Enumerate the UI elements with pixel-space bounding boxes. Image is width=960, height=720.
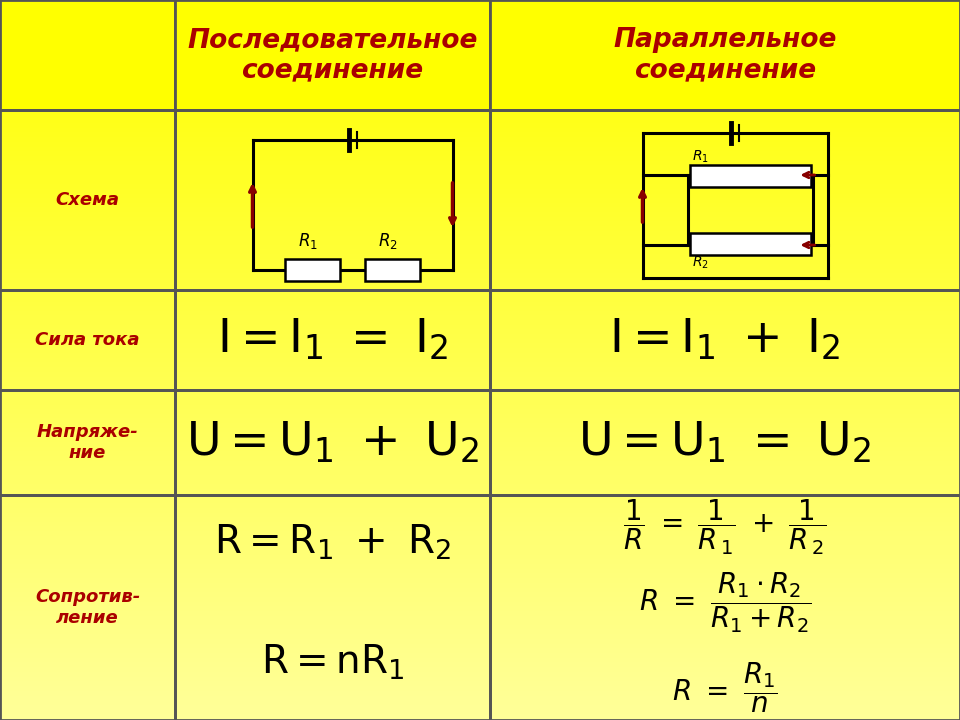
Bar xyxy=(0,390,175,495)
Text: $R_2$: $R_2$ xyxy=(691,255,708,271)
Text: $R_1$: $R_1$ xyxy=(691,149,708,165)
Text: Последовательное
соединение: Последовательное соединение xyxy=(187,27,478,83)
Bar xyxy=(490,110,960,290)
Text: $\rm I = I_1\ =\ I_2$: $\rm I = I_1\ =\ I_2$ xyxy=(217,318,448,363)
Bar xyxy=(490,0,960,110)
Bar xyxy=(175,110,490,290)
Bar xyxy=(0,290,175,390)
Text: $\rm R = nR_1$: $\rm R = nR_1$ xyxy=(261,643,404,682)
Bar xyxy=(285,259,340,281)
Bar xyxy=(490,290,960,390)
Bar xyxy=(175,390,490,495)
Bar xyxy=(0,0,175,110)
Text: $R_2$: $R_2$ xyxy=(377,231,397,251)
Bar xyxy=(365,259,420,281)
Text: Сила тока: Сила тока xyxy=(36,331,140,349)
Text: Параллельное
соединение: Параллельное соединение xyxy=(613,27,837,83)
Text: Сопротив-
ление: Сопротив- ление xyxy=(35,588,140,627)
Text: Схема: Схема xyxy=(56,191,119,209)
Text: $\rm R = R_1\ +\ R_2$: $\rm R = R_1\ +\ R_2$ xyxy=(214,523,451,562)
Text: $R\ =\ \dfrac{R_1\cdot R_2}{R_1+R_2}$: $R\ =\ \dfrac{R_1\cdot R_2}{R_1+R_2}$ xyxy=(638,570,811,634)
Text: $\rm U = U_1\ +\ U_2$: $\rm U = U_1\ +\ U_2$ xyxy=(186,420,479,465)
Bar xyxy=(175,290,490,390)
Bar xyxy=(689,233,810,255)
Text: Напряже-
ние: Напряже- ние xyxy=(36,423,138,462)
Bar xyxy=(175,495,490,720)
Text: $R\ =\ \dfrac{R_1}{n}$: $R\ =\ \dfrac{R_1}{n}$ xyxy=(672,660,778,715)
Bar xyxy=(0,110,175,290)
Text: $\rm I = I_1\ +\ I_2$: $\rm I = I_1\ +\ I_2$ xyxy=(610,318,841,363)
Text: $R_1$: $R_1$ xyxy=(298,231,318,251)
Bar xyxy=(689,165,810,187)
Text: $\dfrac{1}{R}\ =\ \dfrac{1}{R_{\,1}}\ +\ \dfrac{1}{R_{\,2}}$: $\dfrac{1}{R}\ =\ \dfrac{1}{R_{\,1}}\ +\… xyxy=(623,498,827,557)
Bar xyxy=(0,495,175,720)
Bar xyxy=(490,495,960,720)
Text: $\rm U = U_1\ =\ U_2$: $\rm U = U_1\ =\ U_2$ xyxy=(578,420,872,465)
Bar xyxy=(175,0,490,110)
Bar xyxy=(490,390,960,495)
